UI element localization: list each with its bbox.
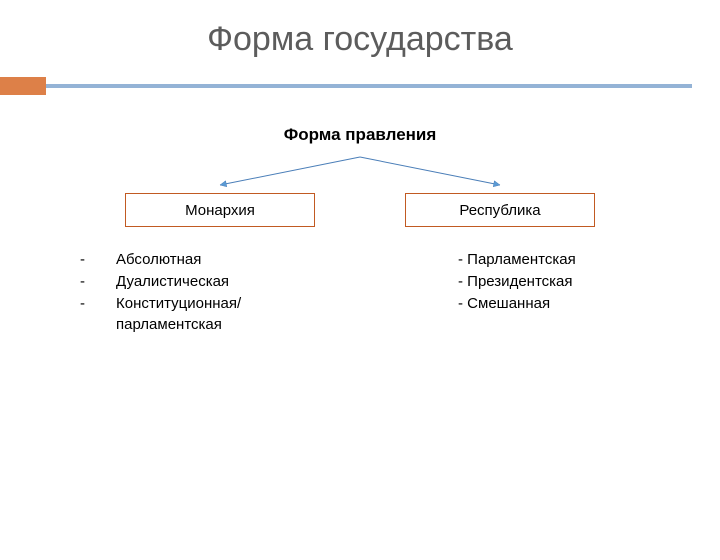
right-ul: ПарламентскаяПрезидентскаяСмешанная — [458, 249, 678, 314]
subtitle: Форма правления — [0, 125, 720, 145]
right-item: Президентская — [458, 271, 678, 293]
right-item: Смешанная — [458, 293, 678, 315]
left-box: Монархия — [125, 193, 315, 227]
right-box: Республика — [405, 193, 595, 227]
left-item: Абсолютная — [116, 249, 338, 271]
left-item: Конституционная/парламентская — [116, 293, 338, 337]
accent-block — [0, 77, 46, 95]
boxes-row: Монархия Республика — [0, 193, 720, 227]
left-list: АбсолютнаяДуалистическаяКонституционная/… — [98, 249, 338, 336]
title-underline — [0, 77, 720, 95]
lists-row: АбсолютнаяДуалистическаяКонституционная/… — [0, 249, 720, 336]
right-list: ПарламентскаяПрезидентскаяСмешанная — [458, 249, 678, 336]
right-item: Парламентская — [458, 249, 678, 271]
left-ul: АбсолютнаяДуалистическаяКонституционная/… — [98, 249, 338, 336]
underline-bar — [46, 84, 692, 88]
branch-arrows — [160, 151, 560, 191]
slide-title: Форма государства — [0, 20, 720, 59]
left-item: Дуалистическая — [116, 271, 338, 293]
